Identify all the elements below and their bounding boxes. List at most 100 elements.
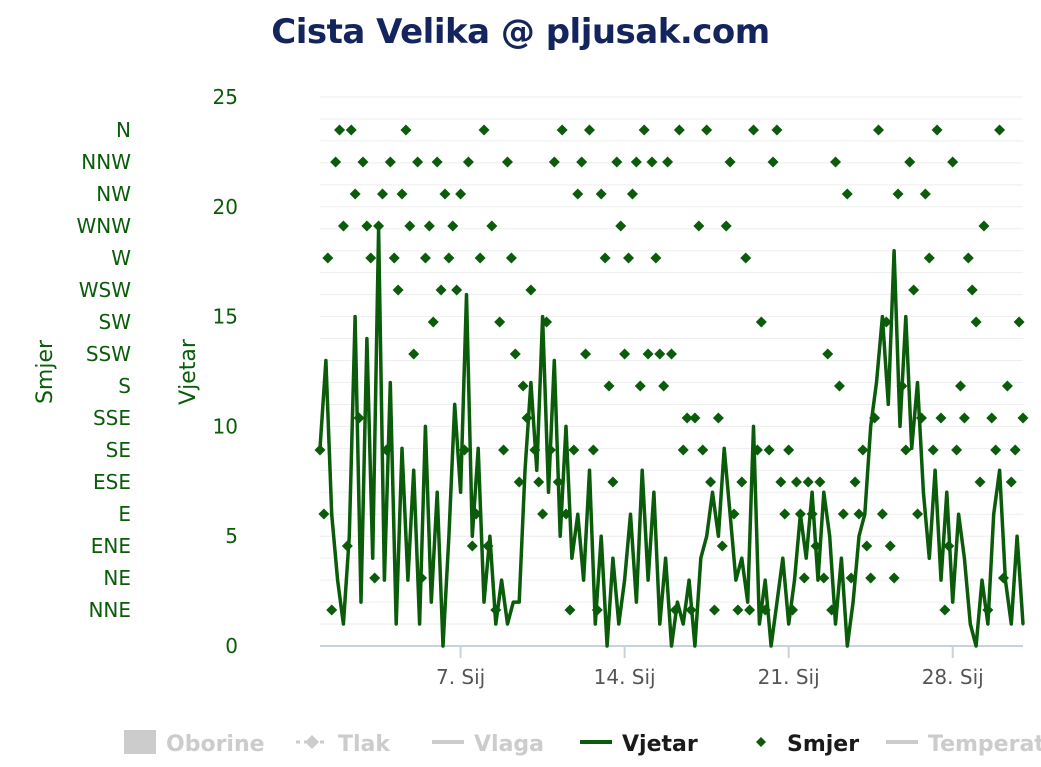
- direction-marker: [681, 412, 693, 424]
- direction-marker: [990, 444, 1002, 456]
- direction-marker: [474, 252, 486, 264]
- direction-marker: [830, 156, 842, 168]
- wind-point: [916, 380, 920, 384]
- direction-marker: [876, 508, 888, 520]
- wind-point: [716, 534, 720, 538]
- wind-tick-label: 15: [213, 305, 238, 329]
- direction-tick-label: SSE: [93, 406, 131, 430]
- legend-symbol: [580, 729, 612, 759]
- wind-point: [746, 600, 750, 604]
- direction-marker: [568, 444, 580, 456]
- direction-marker: [548, 156, 560, 168]
- direction-marker: [349, 188, 361, 200]
- direction-marker: [966, 284, 978, 296]
- wind-point: [957, 512, 961, 516]
- direction-marker: [611, 156, 623, 168]
- wind-point: [705, 534, 709, 538]
- legend-item-oborine[interactable]: Oborine: [124, 724, 265, 764]
- direction-marker: [314, 444, 326, 456]
- chart-title: Cista Velika @ pljusak.com: [271, 12, 770, 52]
- wind-point: [535, 468, 539, 472]
- direction-marker: [318, 508, 330, 520]
- wind-point: [921, 490, 925, 494]
- wind-point: [617, 622, 621, 626]
- legend-label: Tlak: [338, 731, 391, 757]
- direction-marker: [689, 412, 701, 424]
- wind-point: [711, 490, 715, 494]
- wind-point: [341, 622, 345, 626]
- wind-point: [670, 644, 673, 648]
- direction-marker: [884, 540, 896, 552]
- direction-marker: [841, 188, 853, 200]
- direction-marker: [997, 572, 1009, 584]
- wind-axis-title: Vjetar: [176, 338, 201, 405]
- direction-marker: [533, 476, 545, 488]
- wind-point: [869, 424, 873, 428]
- direction-marker: [908, 284, 920, 296]
- direction-marker: [560, 508, 572, 520]
- direction-marker: [509, 348, 521, 360]
- wind-point: [406, 578, 410, 582]
- wind-point: [382, 578, 386, 582]
- direction-marker: [822, 348, 834, 360]
- wind-point: [834, 622, 838, 626]
- direction-marker: [380, 444, 392, 456]
- direction-tick-label: S: [118, 374, 131, 398]
- direction-marker: [564, 604, 576, 616]
- wind-point: [500, 578, 504, 582]
- direction-marker: [994, 124, 1006, 136]
- wind-point: [634, 600, 638, 604]
- legend-label: Smjer: [787, 731, 860, 757]
- direction-marker: [818, 572, 830, 584]
- wind-point: [476, 446, 480, 450]
- direction-marker: [494, 316, 506, 328]
- direction-marker: [505, 252, 517, 264]
- direction-marker: [810, 540, 822, 552]
- direction-marker: [623, 252, 635, 264]
- legend-item-temperatura[interactable]: Temperatura: [886, 724, 1041, 764]
- wind-point: [628, 512, 632, 516]
- wind-point: [664, 556, 668, 560]
- direction-marker: [787, 604, 799, 616]
- direction-marker: [384, 156, 396, 168]
- wind-point: [816, 578, 820, 582]
- wind-point: [769, 644, 773, 648]
- direction-marker: [443, 252, 455, 264]
- direction-marker: [935, 412, 947, 424]
- legend-item-smjer[interactable]: Smjer: [745, 724, 859, 764]
- direction-marker: [486, 220, 498, 232]
- direction-marker: [677, 444, 689, 456]
- wind-point: [980, 578, 984, 582]
- wind-tick-label: 20: [213, 195, 238, 219]
- direction-marker: [970, 316, 982, 328]
- direction-tick-label: NNE: [88, 598, 131, 622]
- direction-marker: [416, 572, 428, 584]
- wind-point: [371, 556, 375, 560]
- wind-axis: 0 5 10 15 20 25: [213, 85, 238, 658]
- direction-marker: [576, 156, 588, 168]
- wind-point: [787, 622, 791, 626]
- wind-point: [529, 380, 533, 384]
- wind-point: [412, 468, 416, 472]
- direction-marker: [373, 220, 385, 232]
- direction-marker: [798, 572, 810, 584]
- wind-point: [675, 600, 679, 604]
- legend-item-tlak[interactable]: Tlak: [296, 724, 390, 764]
- direction-marker: [720, 220, 732, 232]
- legend-item-vlaga[interactable]: Vlaga: [432, 724, 544, 764]
- direction-marker: [392, 284, 404, 296]
- direction-marker: [759, 604, 771, 616]
- direction-marker: [744, 604, 756, 616]
- direction-marker: [501, 156, 513, 168]
- direction-marker: [888, 572, 900, 584]
- direction-marker: [408, 348, 420, 360]
- direction-marker: [544, 444, 556, 456]
- direction-marker: [619, 348, 631, 360]
- wind-point: [336, 578, 340, 582]
- direction-tick-label: N: [116, 118, 131, 142]
- direction-marker: [498, 444, 510, 456]
- direction-marker: [478, 124, 490, 136]
- x-tick-label: 14. Sij: [594, 665, 656, 689]
- legend-item-vjetar[interactable]: Vjetar: [580, 724, 698, 764]
- direction-marker: [705, 476, 717, 488]
